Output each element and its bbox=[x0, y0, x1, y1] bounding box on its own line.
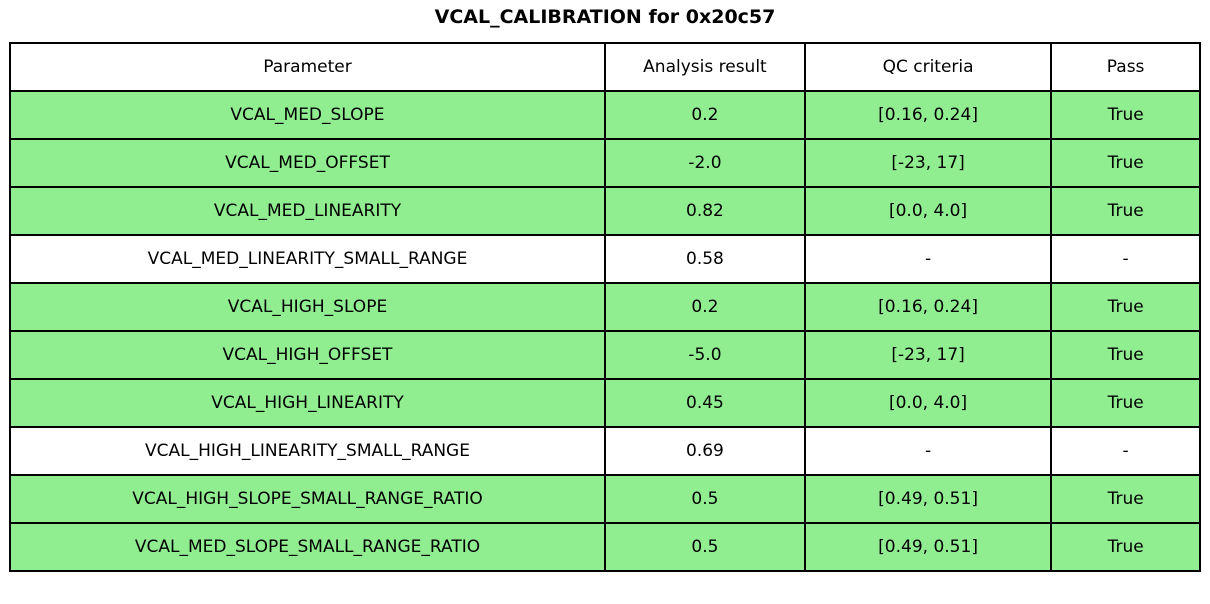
cell-pass: - bbox=[1050, 426, 1201, 476]
page-title: VCAL_CALIBRATION for 0x20c57 bbox=[434, 6, 776, 28]
cell-pass: True bbox=[1050, 282, 1201, 332]
cell-qc-criteria: [0.0, 4.0] bbox=[803, 378, 1053, 428]
table-row: VCAL_HIGH_LINEARITY_SMALL_RANGE 0.69 - - bbox=[9, 426, 1201, 476]
cell-analysis-result: -2.0 bbox=[604, 138, 806, 188]
cell-qc-criteria: [0.0, 4.0] bbox=[803, 186, 1053, 236]
cell-analysis-result: 0.2 bbox=[604, 90, 806, 140]
column-header-parameter: Parameter bbox=[9, 42, 606, 92]
cell-qc-criteria: [-23, 17] bbox=[803, 138, 1053, 188]
cell-qc-criteria: [0.16, 0.24] bbox=[803, 90, 1053, 140]
cell-analysis-result: -5.0 bbox=[604, 330, 806, 380]
table-row: VCAL_MED_SLOPE_SMALL_RANGE_RATIO 0.5 [0.… bbox=[9, 522, 1201, 572]
column-header-pass: Pass bbox=[1050, 42, 1201, 92]
cell-parameter: VCAL_HIGH_SLOPE_SMALL_RANGE_RATIO bbox=[9, 474, 606, 524]
cell-pass: - bbox=[1050, 234, 1201, 284]
cell-pass: True bbox=[1050, 90, 1201, 140]
cell-qc-criteria: [0.16, 0.24] bbox=[803, 282, 1053, 332]
table-row: VCAL_HIGH_SLOPE_SMALL_RANGE_RATIO 0.5 [0… bbox=[9, 474, 1201, 524]
cell-parameter: VCAL_HIGH_LINEARITY_SMALL_RANGE bbox=[9, 426, 606, 476]
cell-pass: True bbox=[1050, 522, 1201, 572]
cell-analysis-result: 0.45 bbox=[604, 378, 806, 428]
table-row: VCAL_MED_SLOPE 0.2 [0.16, 0.24] True bbox=[9, 90, 1201, 140]
cell-parameter: VCAL_MED_SLOPE_SMALL_RANGE_RATIO bbox=[9, 522, 606, 572]
cell-parameter: VCAL_MED_OFFSET bbox=[9, 138, 606, 188]
cell-parameter: VCAL_MED_SLOPE bbox=[9, 90, 606, 140]
cell-pass: True bbox=[1050, 474, 1201, 524]
cell-qc-criteria: [0.49, 0.51] bbox=[803, 474, 1053, 524]
cell-parameter: VCAL_HIGH_OFFSET bbox=[9, 330, 606, 380]
cell-analysis-result: 0.5 bbox=[604, 522, 806, 572]
cell-qc-criteria: - bbox=[803, 426, 1053, 476]
cell-qc-criteria: [-23, 17] bbox=[803, 330, 1053, 380]
table-row: VCAL_MED_OFFSET -2.0 [-23, 17] True bbox=[9, 138, 1201, 188]
cell-analysis-result: 0.69 bbox=[604, 426, 806, 476]
table-row: VCAL_HIGH_SLOPE 0.2 [0.16, 0.24] True bbox=[9, 282, 1201, 332]
cell-pass: True bbox=[1050, 378, 1201, 428]
table-row: VCAL_MED_LINEARITY 0.82 [0.0, 4.0] True bbox=[9, 186, 1201, 236]
cell-parameter: VCAL_HIGH_LINEARITY bbox=[9, 378, 606, 428]
cell-pass: True bbox=[1050, 330, 1201, 380]
cell-parameter: VCAL_HIGH_SLOPE bbox=[9, 282, 606, 332]
table-row: VCAL_HIGH_OFFSET -5.0 [-23, 17] True bbox=[9, 330, 1201, 380]
table-row: VCAL_HIGH_LINEARITY 0.45 [0.0, 4.0] True bbox=[9, 378, 1201, 428]
cell-analysis-result: 0.82 bbox=[604, 186, 806, 236]
qc-table: Parameter Analysis result QC criteria Pa… bbox=[9, 42, 1201, 572]
cell-qc-criteria: [0.49, 0.51] bbox=[803, 522, 1053, 572]
cell-qc-criteria: - bbox=[803, 234, 1053, 284]
table-header-row: Parameter Analysis result QC criteria Pa… bbox=[9, 42, 1201, 92]
cell-analysis-result: 0.5 bbox=[604, 474, 806, 524]
cell-analysis-result: 0.2 bbox=[604, 282, 806, 332]
column-header-qc-criteria: QC criteria bbox=[803, 42, 1053, 92]
cell-pass: True bbox=[1050, 186, 1201, 236]
column-header-analysis-result: Analysis result bbox=[604, 42, 806, 92]
cell-parameter: VCAL_MED_LINEARITY_SMALL_RANGE bbox=[9, 234, 606, 284]
cell-analysis-result: 0.58 bbox=[604, 234, 806, 284]
cell-parameter: VCAL_MED_LINEARITY bbox=[9, 186, 606, 236]
cell-pass: True bbox=[1050, 138, 1201, 188]
table-row: VCAL_MED_LINEARITY_SMALL_RANGE 0.58 - - bbox=[9, 234, 1201, 284]
